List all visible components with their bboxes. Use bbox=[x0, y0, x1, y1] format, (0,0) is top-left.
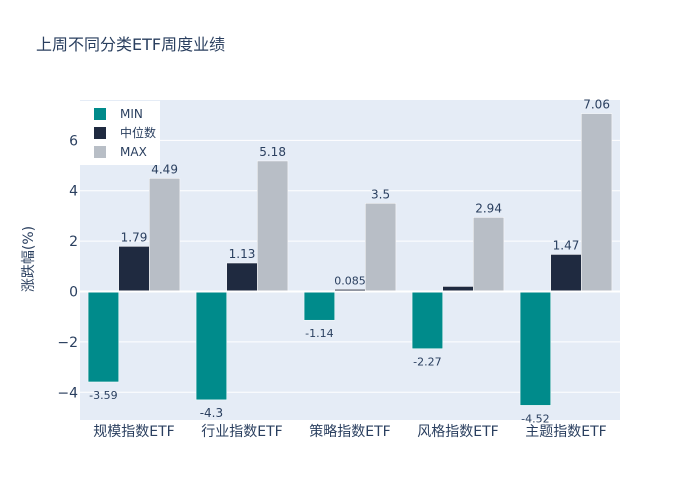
y-tick-label: 0 bbox=[69, 284, 78, 300]
bar-中位数-行业指数ETF bbox=[226, 262, 258, 292]
bar-中位数-规模指数ETF bbox=[118, 246, 150, 292]
y-tick-label: 4 bbox=[69, 184, 78, 200]
y-tick-label: −4 bbox=[57, 385, 78, 401]
x-tick-label: 规模指数ETF bbox=[93, 424, 174, 440]
legend-label: 中位数 bbox=[120, 125, 156, 140]
bar-MIN-规模指数ETF bbox=[87, 291, 119, 383]
y-tick-label: 2 bbox=[69, 234, 78, 250]
bars bbox=[87, 113, 613, 406]
x-tick-label: 风格指数ETF bbox=[417, 424, 498, 440]
y-tick-label: 6 bbox=[69, 133, 78, 149]
data-label: 1.13 bbox=[229, 247, 256, 261]
data-label: 5.18 bbox=[259, 145, 286, 159]
bar-MAX-行业指数ETF bbox=[257, 160, 289, 292]
legend-background bbox=[80, 101, 160, 165]
bar-MIN-主题指数ETF bbox=[519, 291, 551, 406]
data-label: -3.59 bbox=[89, 389, 117, 402]
x-tick-label: 行业指数ETF bbox=[201, 424, 282, 440]
x-tick-label: 策略指数ETF bbox=[309, 423, 390, 440]
data-label: 2.94 bbox=[475, 201, 502, 215]
data-label: 3.5 bbox=[371, 187, 390, 201]
legend-swatch-中位数 bbox=[94, 127, 106, 139]
legend: MIN 中位数 MAX bbox=[80, 101, 160, 165]
y-axis-label: 涨跌幅(%) bbox=[21, 226, 37, 292]
y-axis-ticks: −4 −2 0 2 4 6 bbox=[57, 133, 78, 401]
bar-MIN-策略指数ETF bbox=[303, 291, 335, 321]
bar-MAX-规模指数ETF bbox=[149, 178, 181, 292]
legend-swatch-MIN bbox=[94, 108, 106, 120]
bar-MAX-主题指数ETF bbox=[581, 113, 613, 292]
bar-MAX-风格指数ETF bbox=[473, 217, 505, 292]
chart-title: 上周不同分类ETF周度业绩 bbox=[36, 35, 225, 54]
data-label: 1.47 bbox=[553, 238, 580, 252]
legend-label: MAX bbox=[120, 145, 147, 159]
data-label: -4.3 bbox=[200, 406, 223, 420]
bar-MIN-风格指数ETF bbox=[411, 291, 443, 349]
x-axis-ticks: 规模指数ETF 行业指数ETF 策略指数ETF 风格指数ETF 主题指数ETF bbox=[93, 423, 606, 440]
data-label: 4.49 bbox=[151, 162, 178, 176]
bar-MAX-策略指数ETF bbox=[365, 203, 397, 292]
data-label: -4.52 bbox=[521, 412, 549, 425]
legend-label: MIN bbox=[120, 107, 143, 121]
bar-MIN-行业指数ETF bbox=[195, 291, 227, 401]
data-label: -2.27 bbox=[413, 356, 441, 369]
data-label: 1.79 bbox=[121, 230, 148, 244]
y-tick-label: −2 bbox=[57, 335, 78, 351]
x-tick-label: 主题指数ETF bbox=[525, 424, 606, 440]
data-labels: -3.59 -4.3 -1.14 -2.27 -4.52 1.79 1.13 0.085 1.4… bbox=[89, 98, 610, 426]
data-label: 0.085 bbox=[334, 274, 366, 287]
legend-swatch-MAX bbox=[94, 146, 106, 158]
data-label: -1.14 bbox=[305, 327, 333, 340]
data-label: 7.06 bbox=[583, 98, 610, 112]
bar-中位数-主题指数ETF bbox=[550, 254, 582, 292]
